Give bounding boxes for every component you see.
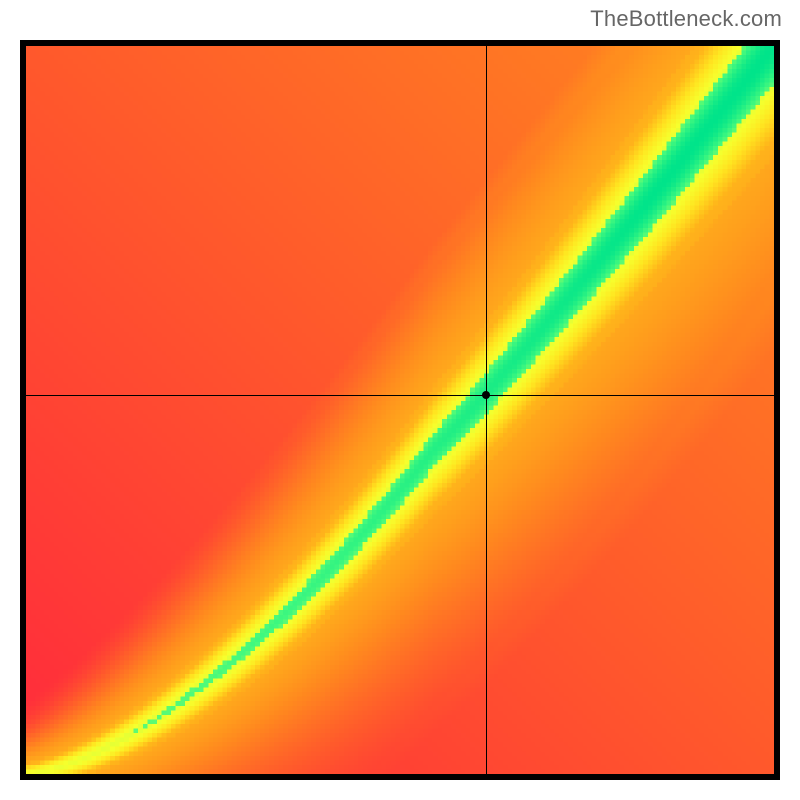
crosshair-vertical: [486, 46, 487, 774]
crosshair-horizontal: [26, 395, 774, 396]
page-container: TheBottleneck.com: [0, 0, 800, 800]
crosshair-marker: [482, 391, 490, 399]
heatmap-canvas: [26, 46, 774, 774]
plot-frame: [20, 40, 780, 780]
watermark-text: TheBottleneck.com: [590, 6, 782, 32]
